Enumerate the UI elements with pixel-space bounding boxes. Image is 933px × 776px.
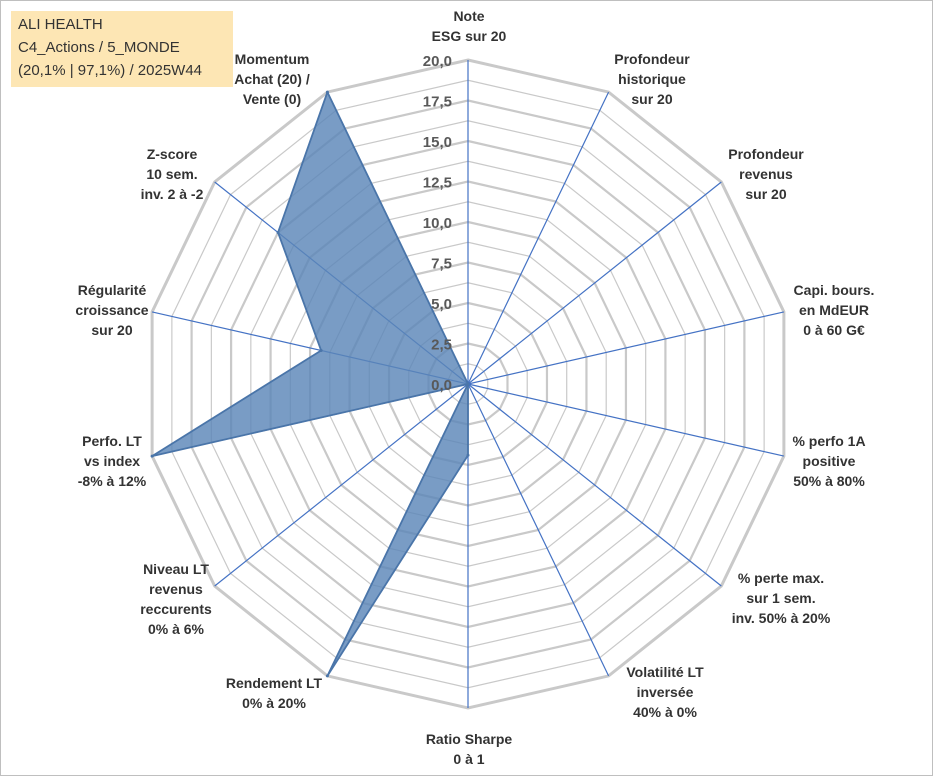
tick-label: 15,0 <box>423 134 452 151</box>
axis-spoke <box>467 91 610 385</box>
axis-label: historique <box>618 71 686 87</box>
axis-label-group: Ratio Sharpe 0 à 1 <box>426 731 513 767</box>
tick-label: 2,5 <box>431 337 452 354</box>
axis-label: Momentum <box>235 51 310 67</box>
axis-label-group: % perfo 1A positive 50% à 80% <box>792 433 865 489</box>
axis-label-group: Note ESG sur 20 <box>432 8 507 44</box>
series-point <box>276 230 280 234</box>
axis-label: sur 1 sem. <box>746 590 815 606</box>
axis-label: Profondeur <box>728 146 804 162</box>
tick-label: 17,5 <box>423 94 452 111</box>
axis-label: en MdEUR <box>799 302 869 318</box>
axis-label: Achat (20) / <box>234 71 310 87</box>
axis-spoke <box>467 311 785 385</box>
axis-label: Vente (0) <box>243 91 301 107</box>
axis-label: Perfo. LT <box>82 433 142 449</box>
axis-label-group: Niveau LT revenus reccurents 0% à 6% <box>140 561 212 637</box>
axis-spoke <box>467 383 785 457</box>
axis-label: croissance <box>75 302 148 318</box>
tick-label: 5,0 <box>431 296 452 313</box>
tick-label: 10,0 <box>423 215 452 232</box>
axis-label: Volatilité LT <box>626 664 704 680</box>
axis-label: 0% à 20% <box>242 695 306 711</box>
axis-label: revenus <box>739 166 793 182</box>
axis-label: positive <box>803 453 856 469</box>
axis-label: -8% à 12% <box>78 473 147 489</box>
axis-label-group: Rendement LT 0% à 20% <box>226 675 323 711</box>
tick-label: 7,5 <box>431 256 452 273</box>
axis-label: vs index <box>84 453 140 469</box>
axis-label: Niveau LT <box>143 561 209 577</box>
axis-label: reccurents <box>140 601 212 617</box>
axis-label-group: Capi. bours. en MdEUR 0 à 60 G€ <box>794 282 875 338</box>
radar-tick-labels: 0,0 2,5 5,0 7,5 10,0 12,5 15,0 17,5 20,0 <box>423 53 452 394</box>
axis-label: 0% à 6% <box>148 621 205 637</box>
axis-label: Note <box>453 8 484 24</box>
title-line-name: ALI HEALTH <box>18 16 103 33</box>
axis-label-group: Volatilité LT inversée 40% à 0% <box>626 664 704 720</box>
axis-label: % perte max. <box>738 570 824 586</box>
radar-axis-labels: Note ESG sur 20 Profondeur historique sur 20… <box>75 8 874 767</box>
series-point <box>325 90 329 94</box>
axis-label-group: Perfo. LT vs index -8% à 12% <box>78 433 147 489</box>
axis-label: Ratio Sharpe <box>426 731 513 747</box>
axis-label: sur 20 <box>745 186 786 202</box>
axis-label: revenus <box>149 581 203 597</box>
axis-label: Capi. bours. <box>794 282 875 298</box>
axis-label: Z-score <box>147 146 198 162</box>
axis-label: % perfo 1A <box>792 433 865 449</box>
axis-label: Profondeur <box>614 51 690 67</box>
axis-label: Régularité <box>78 282 147 298</box>
title-line-stats: (20,1% | 97,1%) / 2025W44 <box>18 62 202 79</box>
series-point <box>466 453 470 457</box>
axis-label: 50% à 80% <box>793 473 865 489</box>
chart-title-box: ALI HEALTH C4_Actions / 5_MONDE (20,1% |… <box>11 11 233 87</box>
axis-label: inv. 50% à 20% <box>732 610 831 626</box>
tick-label: 0,0 <box>431 377 452 394</box>
axis-spoke <box>467 181 722 385</box>
series-point <box>466 382 470 386</box>
series-point <box>319 348 323 352</box>
axis-label-group: % perte max. sur 1 sem. inv. 50% à 20% <box>732 570 831 626</box>
axis-spoke <box>467 383 610 677</box>
axis-label-group: Momentum Achat (20) / Vente (0) <box>234 51 310 107</box>
axis-spoke <box>214 383 469 587</box>
axis-label: ESG sur 20 <box>432 28 507 44</box>
tick-label: 12,5 <box>423 175 452 192</box>
axis-label: 0 à 1 <box>453 751 484 767</box>
title-line-category: C4_Actions / 5_MONDE <box>18 39 180 56</box>
series-point <box>150 454 154 458</box>
axis-label: 10 sem. <box>146 166 197 182</box>
axis-label: inversée <box>637 684 694 700</box>
axis-label: Rendement LT <box>226 675 323 691</box>
axis-label: sur 20 <box>91 322 132 338</box>
axis-label-group: Profondeur historique sur 20 <box>614 51 690 107</box>
axis-spoke <box>467 383 722 587</box>
axis-label: inv. 2 à -2 <box>141 186 204 202</box>
axis-label: 0 à 60 G€ <box>803 322 865 338</box>
axis-label-group: Régularité croissance sur 20 <box>75 282 148 338</box>
axis-label-group: Profondeur revenus sur 20 <box>728 146 804 202</box>
axis-label: 40% à 0% <box>633 704 697 720</box>
series-point <box>325 674 329 678</box>
radar-series <box>150 90 470 678</box>
axis-label-group: Z-score 10 sem. inv. 2 à -2 <box>141 146 204 202</box>
axis-label: sur 20 <box>631 91 672 107</box>
tick-label: 20,0 <box>423 53 452 70</box>
